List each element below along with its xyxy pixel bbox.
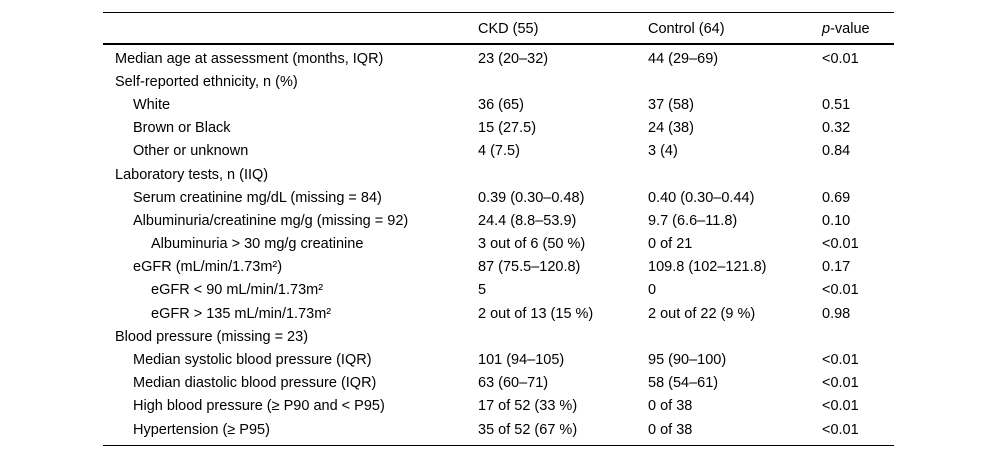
row-label: Self-reported ethnicity, n (%) [115, 73, 298, 90]
table-row: Other or unknown 4 (7.5) 3 (4) 0.84 [103, 140, 894, 163]
row-label: eGFR < 90 mL/min/1.73m² [151, 282, 324, 299]
p-value: <0.01 [822, 421, 859, 438]
row-label: Blood pressure (missing = 23) [115, 328, 309, 345]
table-row: eGFR > 135 mL/min/1.73m² 2 out of 13 (15… [103, 302, 894, 325]
table-row: High blood pressure (≥ P90 and < P95) 17… [103, 395, 894, 418]
control-value: 109.8 (102–121.8) [648, 259, 767, 276]
row-label: High blood pressure (≥ P90 and < P95) [133, 398, 385, 415]
p-value: <0.01 [822, 375, 859, 392]
table-row: Median diastolic blood pressure (IQR) 63… [103, 372, 894, 395]
table-header-row: CKD (55) Control (64) p-value [103, 13, 894, 45]
control-value: 2 out of 22 (9 %) [648, 305, 756, 322]
control-value: 37 (58) [648, 96, 694, 113]
ckd-value: 3 out of 6 (50 %) [478, 236, 586, 253]
row-label: eGFR (mL/min/1.73m²) [133, 259, 283, 276]
row-label: Other or unknown [133, 143, 249, 160]
column-header-ckd: CKD (55) [478, 21, 539, 37]
control-value: 9.7 (6.6–11.8) [648, 212, 738, 229]
row-label: Brown or Black [133, 120, 231, 137]
row-label: Albuminuria/creatinine mg/g (missing = 9… [133, 212, 409, 229]
p-value: <0.01 [822, 398, 859, 415]
control-value: 95 (90–100) [648, 352, 727, 369]
table-row: Blood pressure (missing = 23) [103, 325, 894, 348]
control-value: 0 of 21 [648, 236, 693, 253]
table-row: Hypertension (≥ P95) 35 of 52 (67 %) 0 o… [103, 418, 894, 441]
row-label: eGFR > 135 mL/min/1.73m² [151, 305, 332, 322]
control-value: 0 of 38 [648, 398, 693, 415]
column-header-control: Control (64) [648, 21, 725, 37]
ckd-value: 5 [478, 282, 487, 299]
ckd-value: 35 of 52 (67 %) [478, 421, 578, 438]
table-row: Serum creatinine mg/dL (missing = 84) 0.… [103, 186, 894, 209]
p-value: <0.01 [822, 236, 859, 253]
p-value: 0.51 [822, 96, 851, 113]
table-row: Brown or Black 15 (27.5) 24 (38) 0.32 [103, 117, 894, 140]
column-header-pvalue: p-value [822, 21, 894, 37]
ckd-value: 63 (60–71) [478, 375, 549, 392]
control-value: 3 (4) [648, 143, 678, 160]
control-value: 0.40 (0.30–0.44) [648, 189, 755, 206]
ckd-value: 17 of 52 (33 %) [478, 398, 578, 415]
ckd-value: 24.4 (8.8–53.9) [478, 212, 577, 229]
ckd-value: 2 out of 13 (15 %) [478, 305, 594, 322]
ckd-value: 0.39 (0.30–0.48) [478, 189, 585, 206]
ckd-value: 87 (75.5–120.8) [478, 259, 581, 276]
row-label: Median diastolic blood pressure (IQR) [133, 375, 377, 392]
row-label: Median systolic blood pressure (IQR) [133, 352, 372, 369]
p-value: 0.69 [822, 189, 851, 206]
pvalue-header-italic-p: p [822, 21, 831, 37]
ckd-value: 4 (7.5) [478, 143, 520, 160]
p-value: <0.01 [822, 282, 859, 299]
control-value: 24 (38) [648, 120, 694, 137]
p-value: 0.32 [822, 120, 851, 137]
table-row: Albuminuria/creatinine mg/g (missing = 9… [103, 209, 894, 232]
table-row: Median age at assessment (months, IQR) 2… [103, 47, 894, 70]
table-row: Laboratory tests, n (IIQ) [103, 163, 894, 186]
control-value: 0 [648, 282, 657, 299]
ckd-value: 23 (20–32) [478, 50, 549, 67]
control-value: 58 (54–61) [648, 375, 719, 392]
row-label: Hypertension (≥ P95) [133, 421, 270, 438]
p-value: 0.17 [822, 259, 851, 276]
table-row: eGFR < 90 mL/min/1.73m² 5 0 <0.01 [103, 279, 894, 302]
ckd-value: 15 (27.5) [478, 120, 537, 137]
ckd-value: 36 (65) [478, 96, 524, 113]
pvalue-header-rest: -value [830, 21, 870, 37]
table-row: eGFR (mL/min/1.73m²) 87 (75.5–120.8) 109… [103, 256, 894, 279]
row-label: White [133, 96, 171, 113]
ckd-value: 101 (94–105) [478, 352, 565, 369]
row-label: Serum creatinine mg/dL (missing = 84) [133, 189, 382, 206]
row-label: Laboratory tests, n (IIQ) [115, 166, 269, 183]
table-row: Self-reported ethnicity, n (%) [103, 70, 894, 93]
table-body: Median age at assessment (months, IQR) 2… [103, 45, 894, 445]
p-value: 0.98 [822, 305, 851, 322]
table-row: White 36 (65) 37 (58) 0.51 [103, 93, 894, 116]
p-value: 0.84 [822, 143, 851, 160]
p-value: <0.01 [822, 50, 859, 67]
clinical-characteristics-table: CKD (55) Control (64) p-value Median age… [103, 12, 894, 447]
table-row: Albuminuria > 30 mg/g creatinine 3 out o… [103, 233, 894, 256]
row-label: Median age at assessment (months, IQR) [115, 50, 384, 67]
table-row: Median systolic blood pressure (IQR) 101… [103, 348, 894, 371]
control-value: 44 (29–69) [648, 50, 719, 67]
row-label: Albuminuria > 30 mg/g creatinine [151, 236, 364, 253]
control-value: 0 of 38 [648, 421, 693, 438]
p-value: 0.10 [822, 212, 851, 229]
p-value: <0.01 [822, 352, 859, 369]
